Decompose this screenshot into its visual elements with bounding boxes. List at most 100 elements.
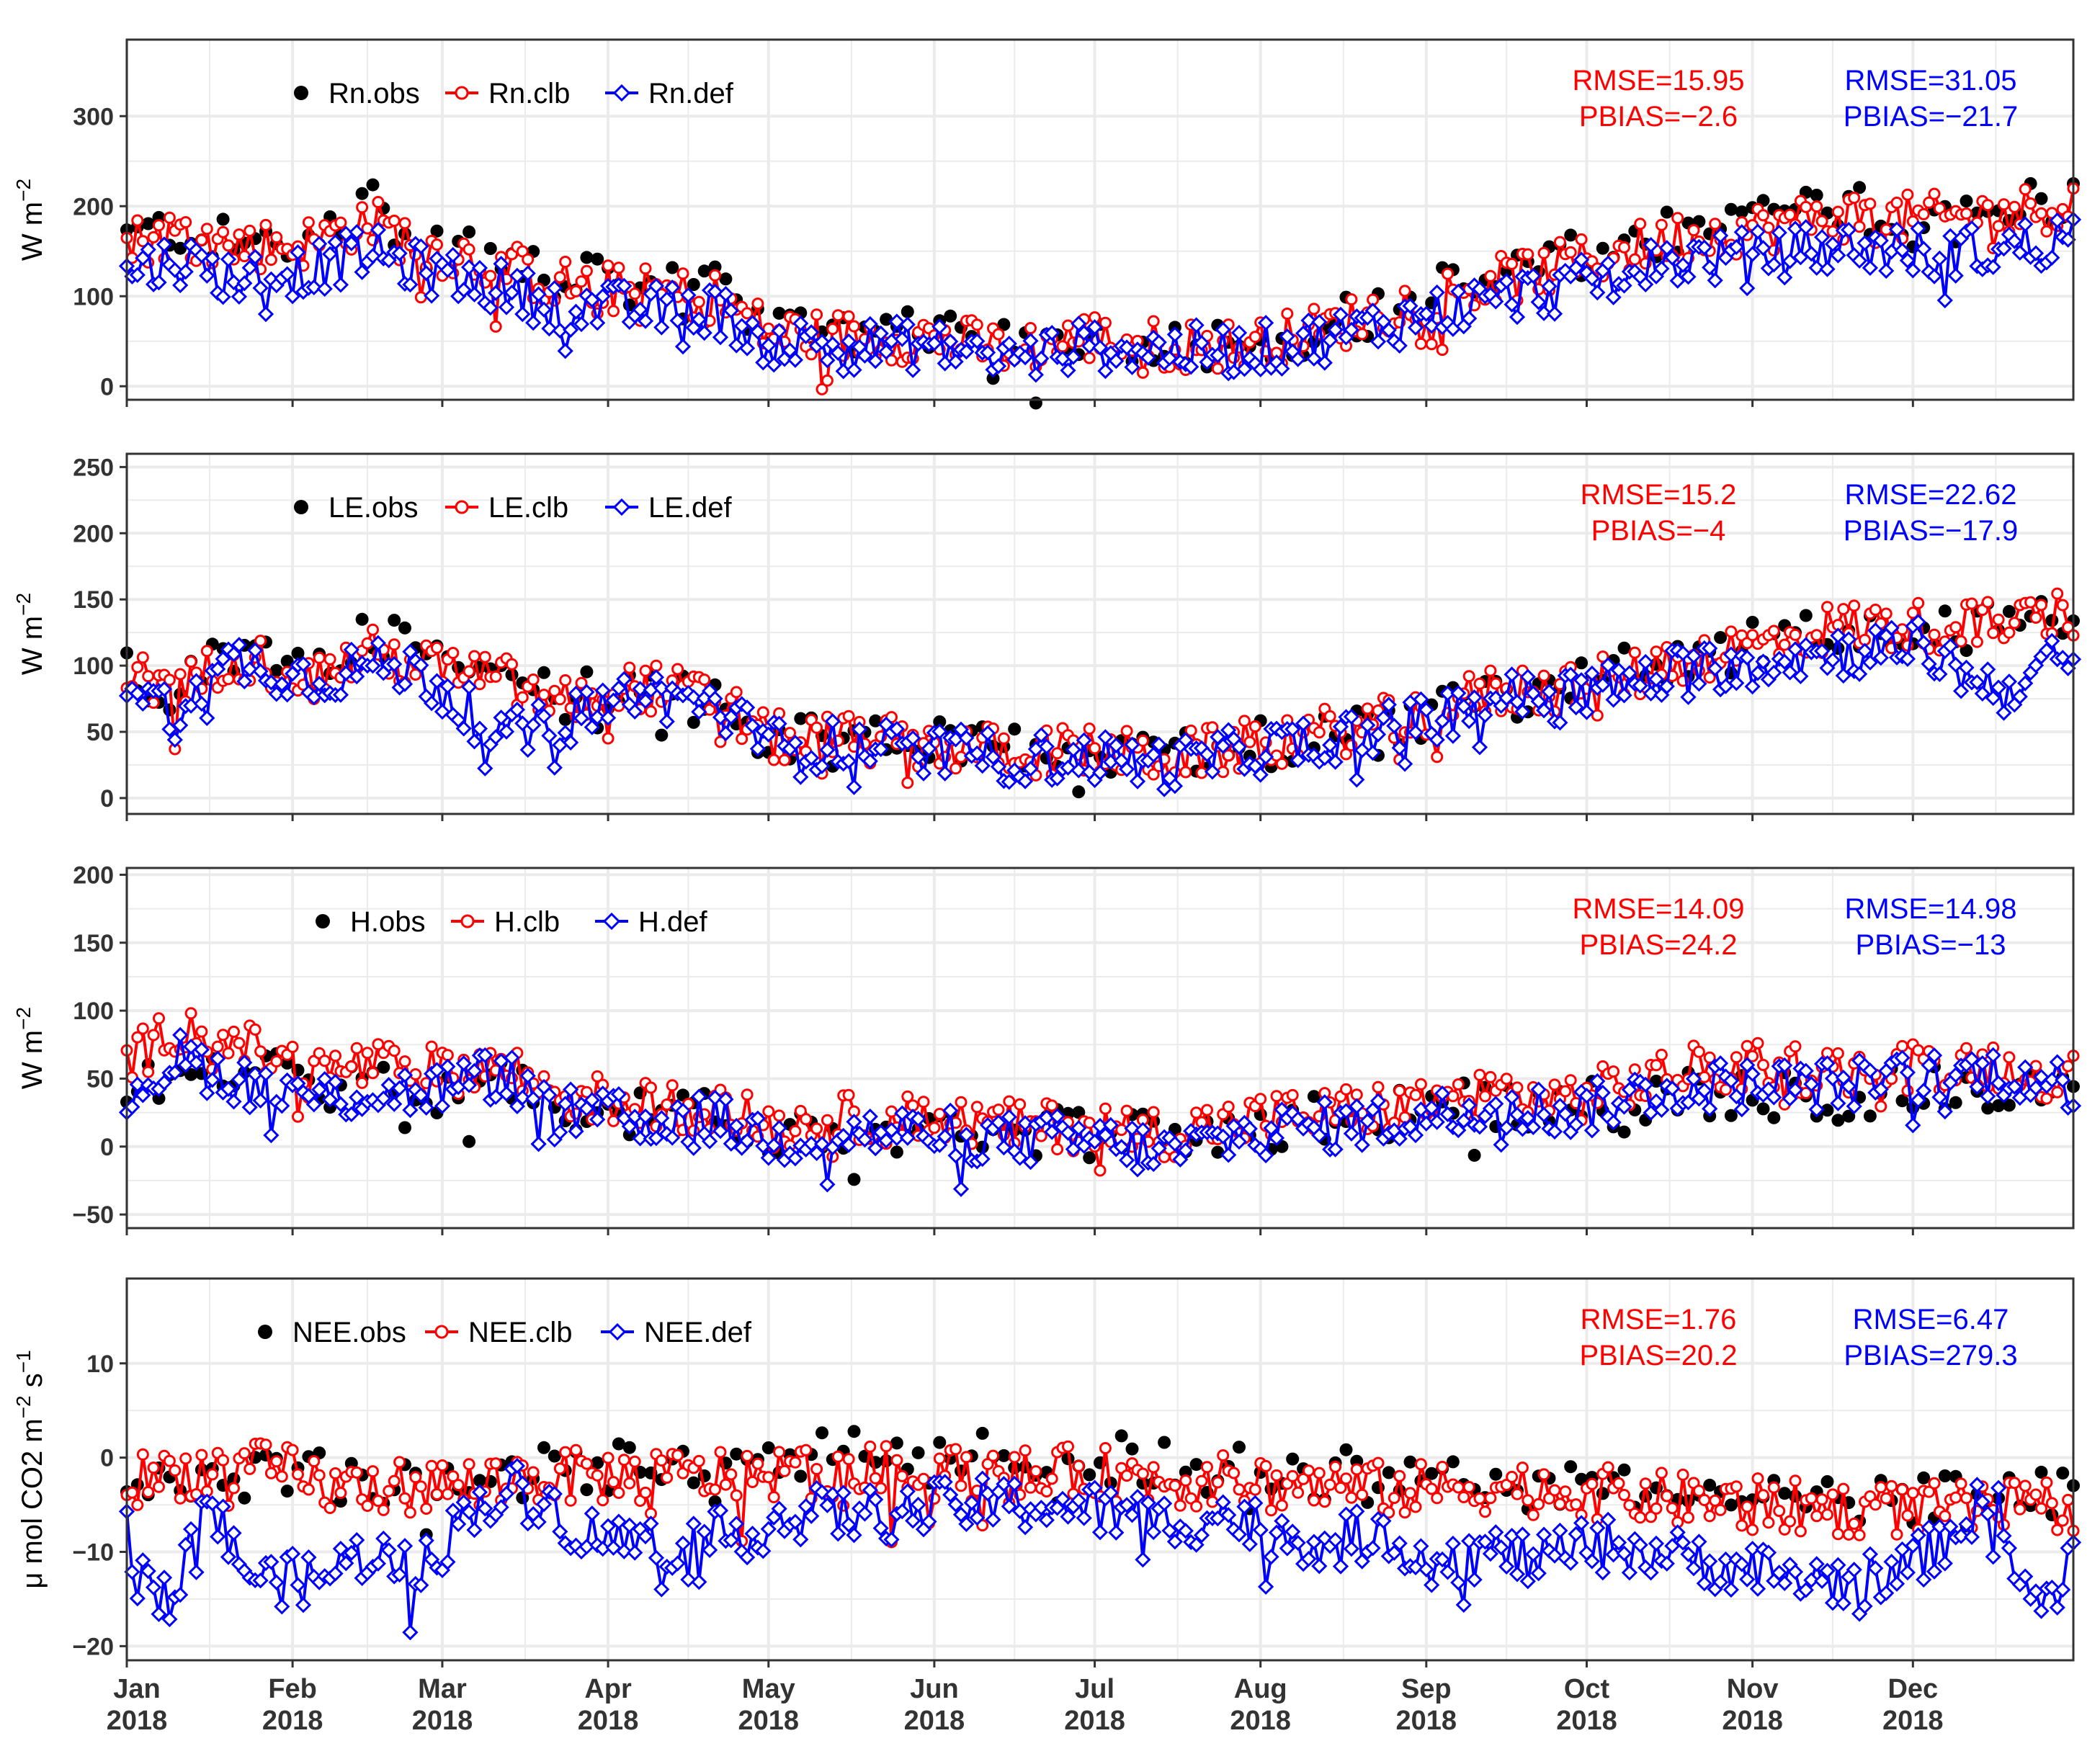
def-marker: [1241, 1120, 1258, 1137]
def-marker: [295, 655, 312, 673]
def-marker: [1830, 1095, 1846, 1111]
clb-marker: [1452, 1481, 1465, 1494]
clb-marker: [1062, 319, 1074, 332]
def-marker: [1808, 259, 1825, 276]
def-marker: [354, 264, 370, 280]
def-marker: [1316, 750, 1333, 766]
clb-marker: [800, 1443, 813, 1456]
clb-marker: [1810, 200, 1823, 213]
clb-marker: [414, 291, 427, 304]
def-marker: [1696, 1082, 1712, 1099]
def-marker: [1600, 255, 1617, 272]
series-def-markers: [118, 614, 2082, 797]
def-marker: [1787, 641, 1804, 658]
clb-marker: [463, 665, 475, 678]
obs-point: [1617, 641, 1631, 655]
clb-marker: [1473, 1492, 1486, 1505]
obs-point: [291, 646, 305, 660]
def-marker: [482, 300, 499, 316]
clb-marker: [1746, 1523, 1759, 1536]
clb-marker: [1217, 1449, 1230, 1461]
clb-marker: [789, 1124, 802, 1137]
def-marker: [391, 245, 408, 261]
clb-marker: [895, 1469, 908, 1482]
clb-marker: [286, 1040, 299, 1053]
obs-point: [655, 728, 669, 742]
def-marker: [1830, 247, 1846, 264]
x-tick-year: 2018: [738, 1706, 799, 1736]
def-marker: [332, 686, 349, 703]
def-marker: [1316, 1094, 1333, 1111]
def-marker: [958, 343, 975, 360]
clb-marker: [1789, 1040, 1802, 1053]
clb-marker: [1821, 1508, 1833, 1521]
clb-marker: [1340, 1472, 1352, 1485]
clb-marker: [147, 697, 160, 709]
def-marker: [1996, 240, 2012, 257]
def-marker: [1210, 347, 1226, 364]
clb-marker: [1024, 1481, 1037, 1494]
def-marker: [1230, 1133, 1248, 1150]
def-marker: [1744, 678, 1761, 695]
clb-marker: [142, 670, 155, 683]
def-marker: [1017, 773, 1034, 789]
def-marker: [466, 733, 483, 750]
def-marker: [1498, 273, 1515, 290]
stat-def-rmse: RMSE=14.98: [1844, 893, 2016, 925]
def-marker: [1038, 738, 1055, 755]
def-marker: [2017, 675, 2034, 691]
def-marker: [1712, 227, 1729, 244]
def-marker: [931, 318, 948, 335]
def-marker: [1439, 1106, 1456, 1123]
y-tick-label: 0: [100, 785, 114, 812]
clb-marker: [200, 645, 213, 658]
def-marker: [530, 286, 547, 303]
obs-point: [1489, 1467, 1503, 1481]
def-marker: [1284, 721, 1301, 738]
def-marker: [129, 685, 146, 702]
obs-point: [1575, 1472, 1589, 1486]
def-marker: [1097, 362, 1114, 380]
clb-marker: [1308, 1494, 1321, 1507]
clb-marker: [1056, 340, 1069, 353]
clb-marker: [628, 287, 641, 300]
obs-point: [1831, 1114, 1845, 1127]
obs-point: [2034, 1465, 2048, 1479]
obs-point: [1617, 1125, 1631, 1139]
def-marker: [1215, 1128, 1231, 1145]
def-marker: [1290, 351, 1306, 367]
clb-marker: [1532, 1497, 1545, 1510]
clb-marker: [559, 1446, 572, 1459]
clb-marker: [1292, 1486, 1305, 1499]
def-marker: [204, 250, 220, 267]
def-marker: [755, 1137, 772, 1155]
obs-point: [944, 309, 957, 323]
clb-marker: [1896, 1039, 1908, 1052]
def-marker: [931, 723, 948, 740]
clb-marker: [1051, 1143, 1064, 1155]
obs-point: [794, 712, 808, 725]
def-marker: [782, 342, 798, 359]
clb-marker: [222, 673, 235, 686]
clb-marker: [1270, 1469, 1283, 1482]
def-marker: [1503, 666, 1520, 683]
def-marker: [1658, 240, 1675, 256]
def-marker: [1605, 1114, 1622, 1131]
def-marker: [519, 265, 536, 282]
def-marker: [1493, 1137, 1509, 1153]
def-marker: [1680, 269, 1697, 285]
clb-marker: [1575, 233, 1588, 246]
def-marker: [1872, 1081, 1889, 1098]
y-tick-label: 0: [100, 1445, 114, 1472]
y-axis-label: W m−2: [12, 593, 48, 675]
clb-marker: [1099, 1102, 1112, 1115]
def-marker: [749, 740, 767, 757]
clb-marker: [1393, 1084, 1406, 1097]
obs-point: [2056, 1467, 2070, 1480]
def-marker: [327, 1073, 344, 1091]
def-marker: [1782, 664, 1798, 681]
def-marker: [1867, 622, 1884, 639]
def-marker: [1755, 653, 1771, 670]
def-marker: [1429, 1114, 1445, 1130]
def-marker: [423, 287, 440, 304]
